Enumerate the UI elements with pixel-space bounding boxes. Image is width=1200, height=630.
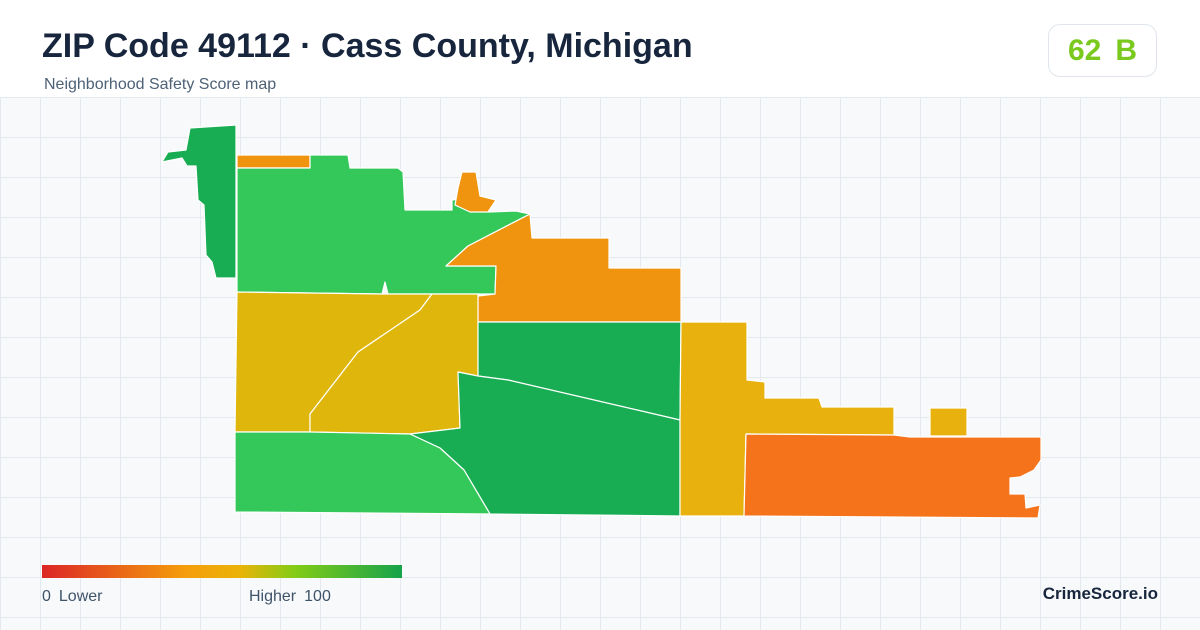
legend-gradient-bar xyxy=(42,565,402,578)
brand-logo-text[interactable]: CrimeScore.io xyxy=(1042,584,1158,603)
map-region-north-pocket[interactable] xyxy=(454,171,497,213)
legend-min-value: 0 xyxy=(42,588,51,605)
safety-score-badge: 62 B xyxy=(1048,24,1157,77)
map-region-southeast[interactable] xyxy=(743,433,1042,519)
page-subtitle: Neighborhood Safety Score map xyxy=(44,76,277,93)
map-region-north-strip[interactable] xyxy=(236,154,311,169)
map-region-far-west[interactable] xyxy=(161,124,237,279)
score-value: 62 xyxy=(1067,33,1102,67)
legend-min-label: Lower xyxy=(58,588,103,605)
legend-min: 0 Lower xyxy=(42,588,102,606)
map-region-south[interactable] xyxy=(234,431,491,515)
page-title: ZIP Code 49112 · Cass County, Michigan xyxy=(42,27,693,65)
header: ZIP Code 49112 · Cass County, Michigan N… xyxy=(0,0,1200,97)
map-region-east-pocket[interactable] xyxy=(929,407,968,437)
map-region-north[interactable] xyxy=(236,154,531,295)
legend-max-label: Higher xyxy=(249,588,297,605)
legend-max: Higher 100 xyxy=(249,588,331,606)
legend-max-value: 100 xyxy=(304,588,331,605)
score-grade: B xyxy=(1115,33,1138,67)
map-region-east[interactable] xyxy=(679,321,895,517)
